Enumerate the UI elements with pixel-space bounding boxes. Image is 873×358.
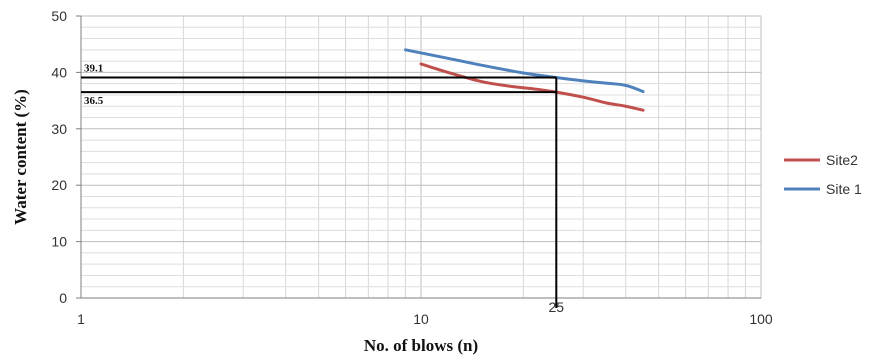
x-axis-label: No. of blows (n) [364,336,478,355]
reference-lines: 39.1 36.5 25 [81,62,564,315]
y-axis-label: Water content (%) [11,89,30,225]
legend: Site2 Site 1 [784,152,862,197]
axes [76,15,761,299]
y-tick-label: 20 [51,177,67,193]
y-tick-label: 0 [59,290,67,306]
legend-label-site1: Site 1 [826,181,862,197]
y-tick-label: 10 [51,234,67,250]
reference-x-label: 25 [549,299,565,315]
series-line-site2 [419,62,645,112]
grid [80,15,762,299]
tick-labels: 0 10 20 30 40 50 1 10 100 [51,8,772,327]
annotation-label: 39.1 [84,62,103,74]
annotation-label: 36.5 [84,95,104,107]
y-tick-label: 40 [51,64,67,80]
y-tick-label: 50 [51,8,67,24]
x-tick-label: 10 [413,311,429,327]
y-tick-label: 30 [51,121,67,137]
series-lines [403,48,645,112]
legend-label-site2: Site2 [826,152,858,168]
x-tick-label: 100 [749,311,773,327]
x-tick-label: 1 [77,311,85,327]
